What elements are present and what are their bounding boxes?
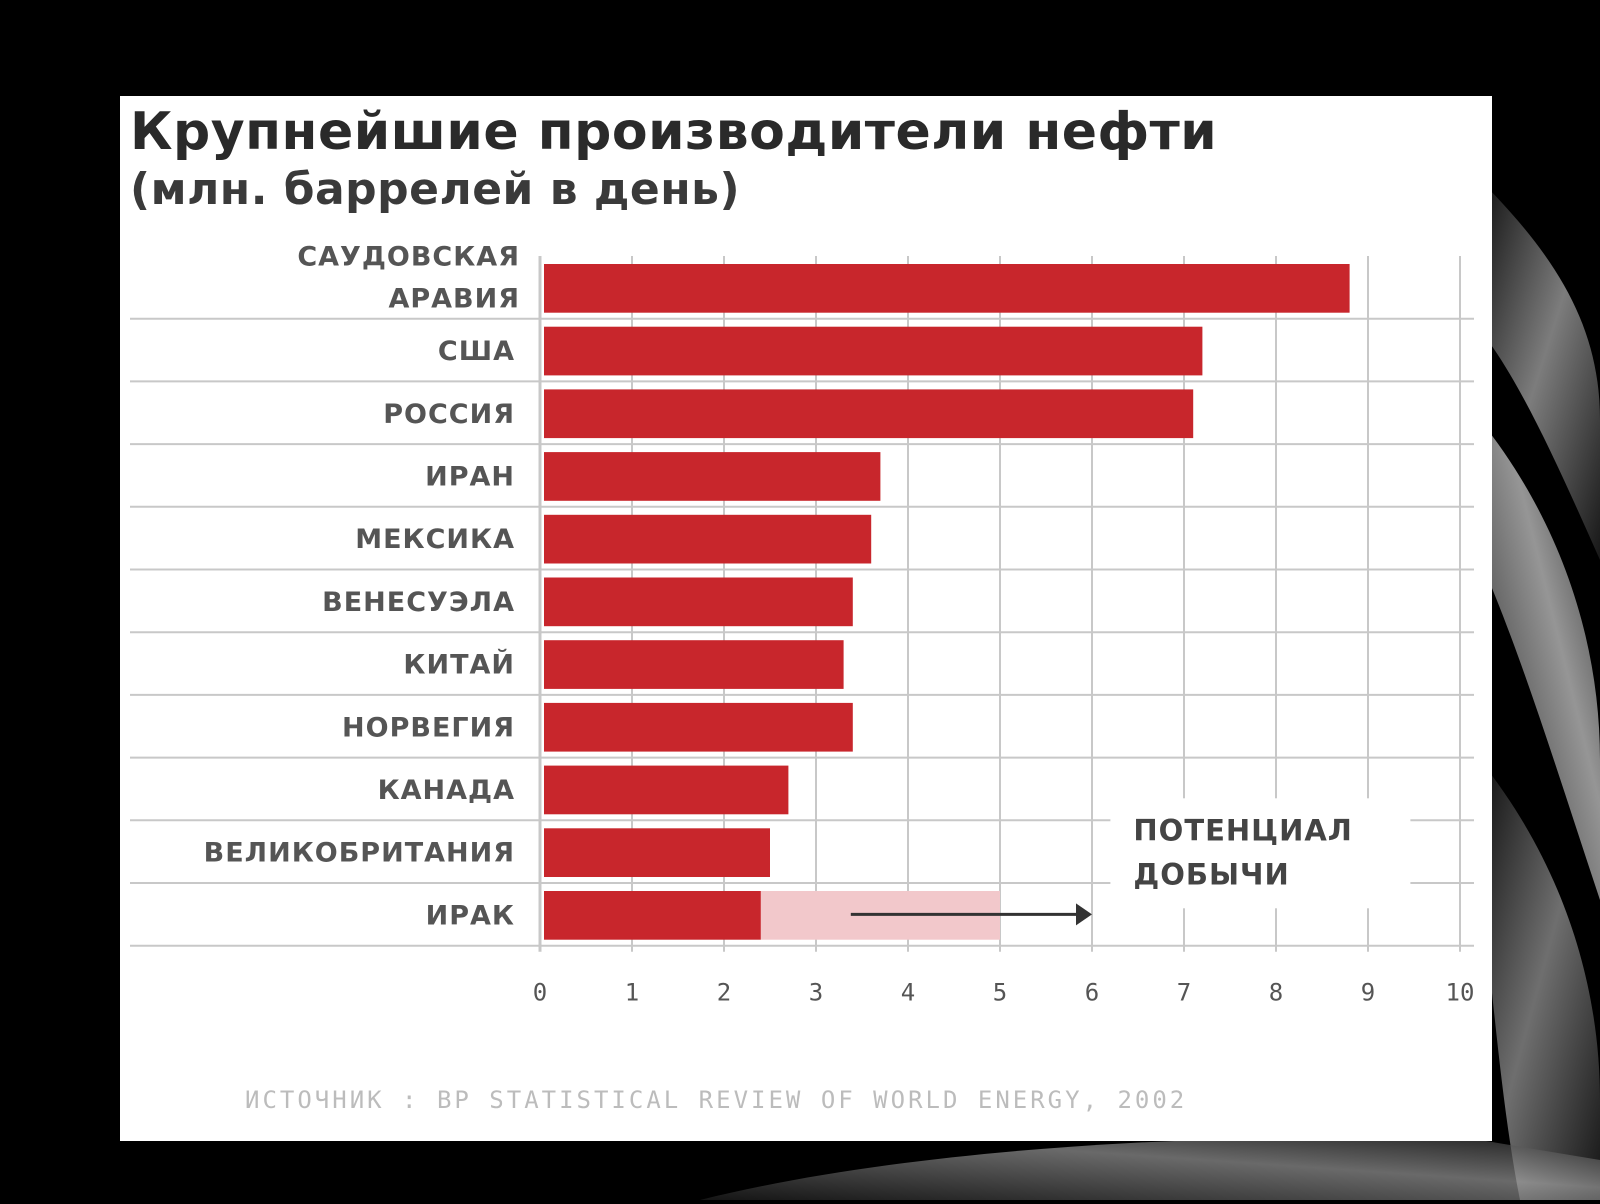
x-tick-label: 0: [533, 979, 547, 1007]
chart-card: Крупнейшие производители нефти (млн. бар…: [120, 96, 1492, 1141]
bar: [544, 389, 1194, 439]
annotation-backdrop: [1110, 798, 1411, 909]
category-label: НОРВЕГИЯ: [342, 712, 515, 743]
category-label: КАНАДА: [378, 775, 515, 806]
bar: [544, 702, 853, 752]
bar-chart: САУДОВСКАЯ АРАВИЯ США РОССИЯ ИРАН МЕКСИКА ВЕНЕ…: [130, 241, 1475, 1007]
bar: [544, 577, 853, 627]
bar: [544, 326, 1203, 376]
category-label: ИРАН: [425, 461, 515, 492]
x-tick-label: 2: [717, 979, 731, 1007]
x-tick-label: 1: [625, 979, 639, 1007]
chart-subtitle: (млн. баррелей в день): [130, 164, 741, 215]
bar: [544, 891, 761, 940]
x-tick-label: 10: [1446, 979, 1475, 1007]
x-tick-label: 6: [1085, 979, 1099, 1007]
swirl-band: [1480, 760, 1600, 1200]
x-tick-label: 3: [809, 979, 823, 1007]
annotation-arrowhead: [1076, 903, 1092, 926]
swirl-band: [700, 1137, 1600, 1200]
category-label: США: [438, 336, 515, 367]
bar: [544, 765, 789, 815]
swirl-band: [1480, 180, 1600, 560]
category-label: САУДОВСКАЯ: [297, 241, 520, 272]
category-label: МЕКСИКА: [355, 524, 515, 555]
annotation-text: ПОТЕНЦИАЛ: [1133, 813, 1353, 847]
swirl-band: [1480, 420, 1600, 900]
annotation-text: ДОБЫЧИ: [1133, 857, 1289, 891]
x-tick-label: 9: [1361, 979, 1375, 1007]
category-label: КИТАЙ: [403, 649, 515, 681]
category-label: ВЕНЕСУЭЛА: [322, 587, 515, 618]
bar: [544, 514, 872, 564]
source-note: ИСТОЧНИК : BP STATISTICAL REVIEW OF WORL…: [245, 1086, 1188, 1114]
x-tick-label: 8: [1269, 979, 1283, 1007]
bar: [544, 640, 844, 689]
bar: [544, 264, 1350, 313]
x-tick-label: 4: [901, 979, 915, 1007]
category-label: ВЕЛИКОБРИТАНИЯ: [204, 838, 515, 869]
chart-title: Крупнейшие производители нефти: [130, 102, 1218, 162]
category-label: АРАВИЯ: [388, 283, 520, 314]
x-tick-label: 5: [993, 979, 1007, 1007]
bar: [544, 828, 770, 877]
bar: [544, 452, 881, 501]
category-label: РОССИЯ: [383, 399, 515, 430]
category-label: ИРАК: [426, 900, 515, 931]
x-tick-label: 7: [1177, 979, 1191, 1007]
